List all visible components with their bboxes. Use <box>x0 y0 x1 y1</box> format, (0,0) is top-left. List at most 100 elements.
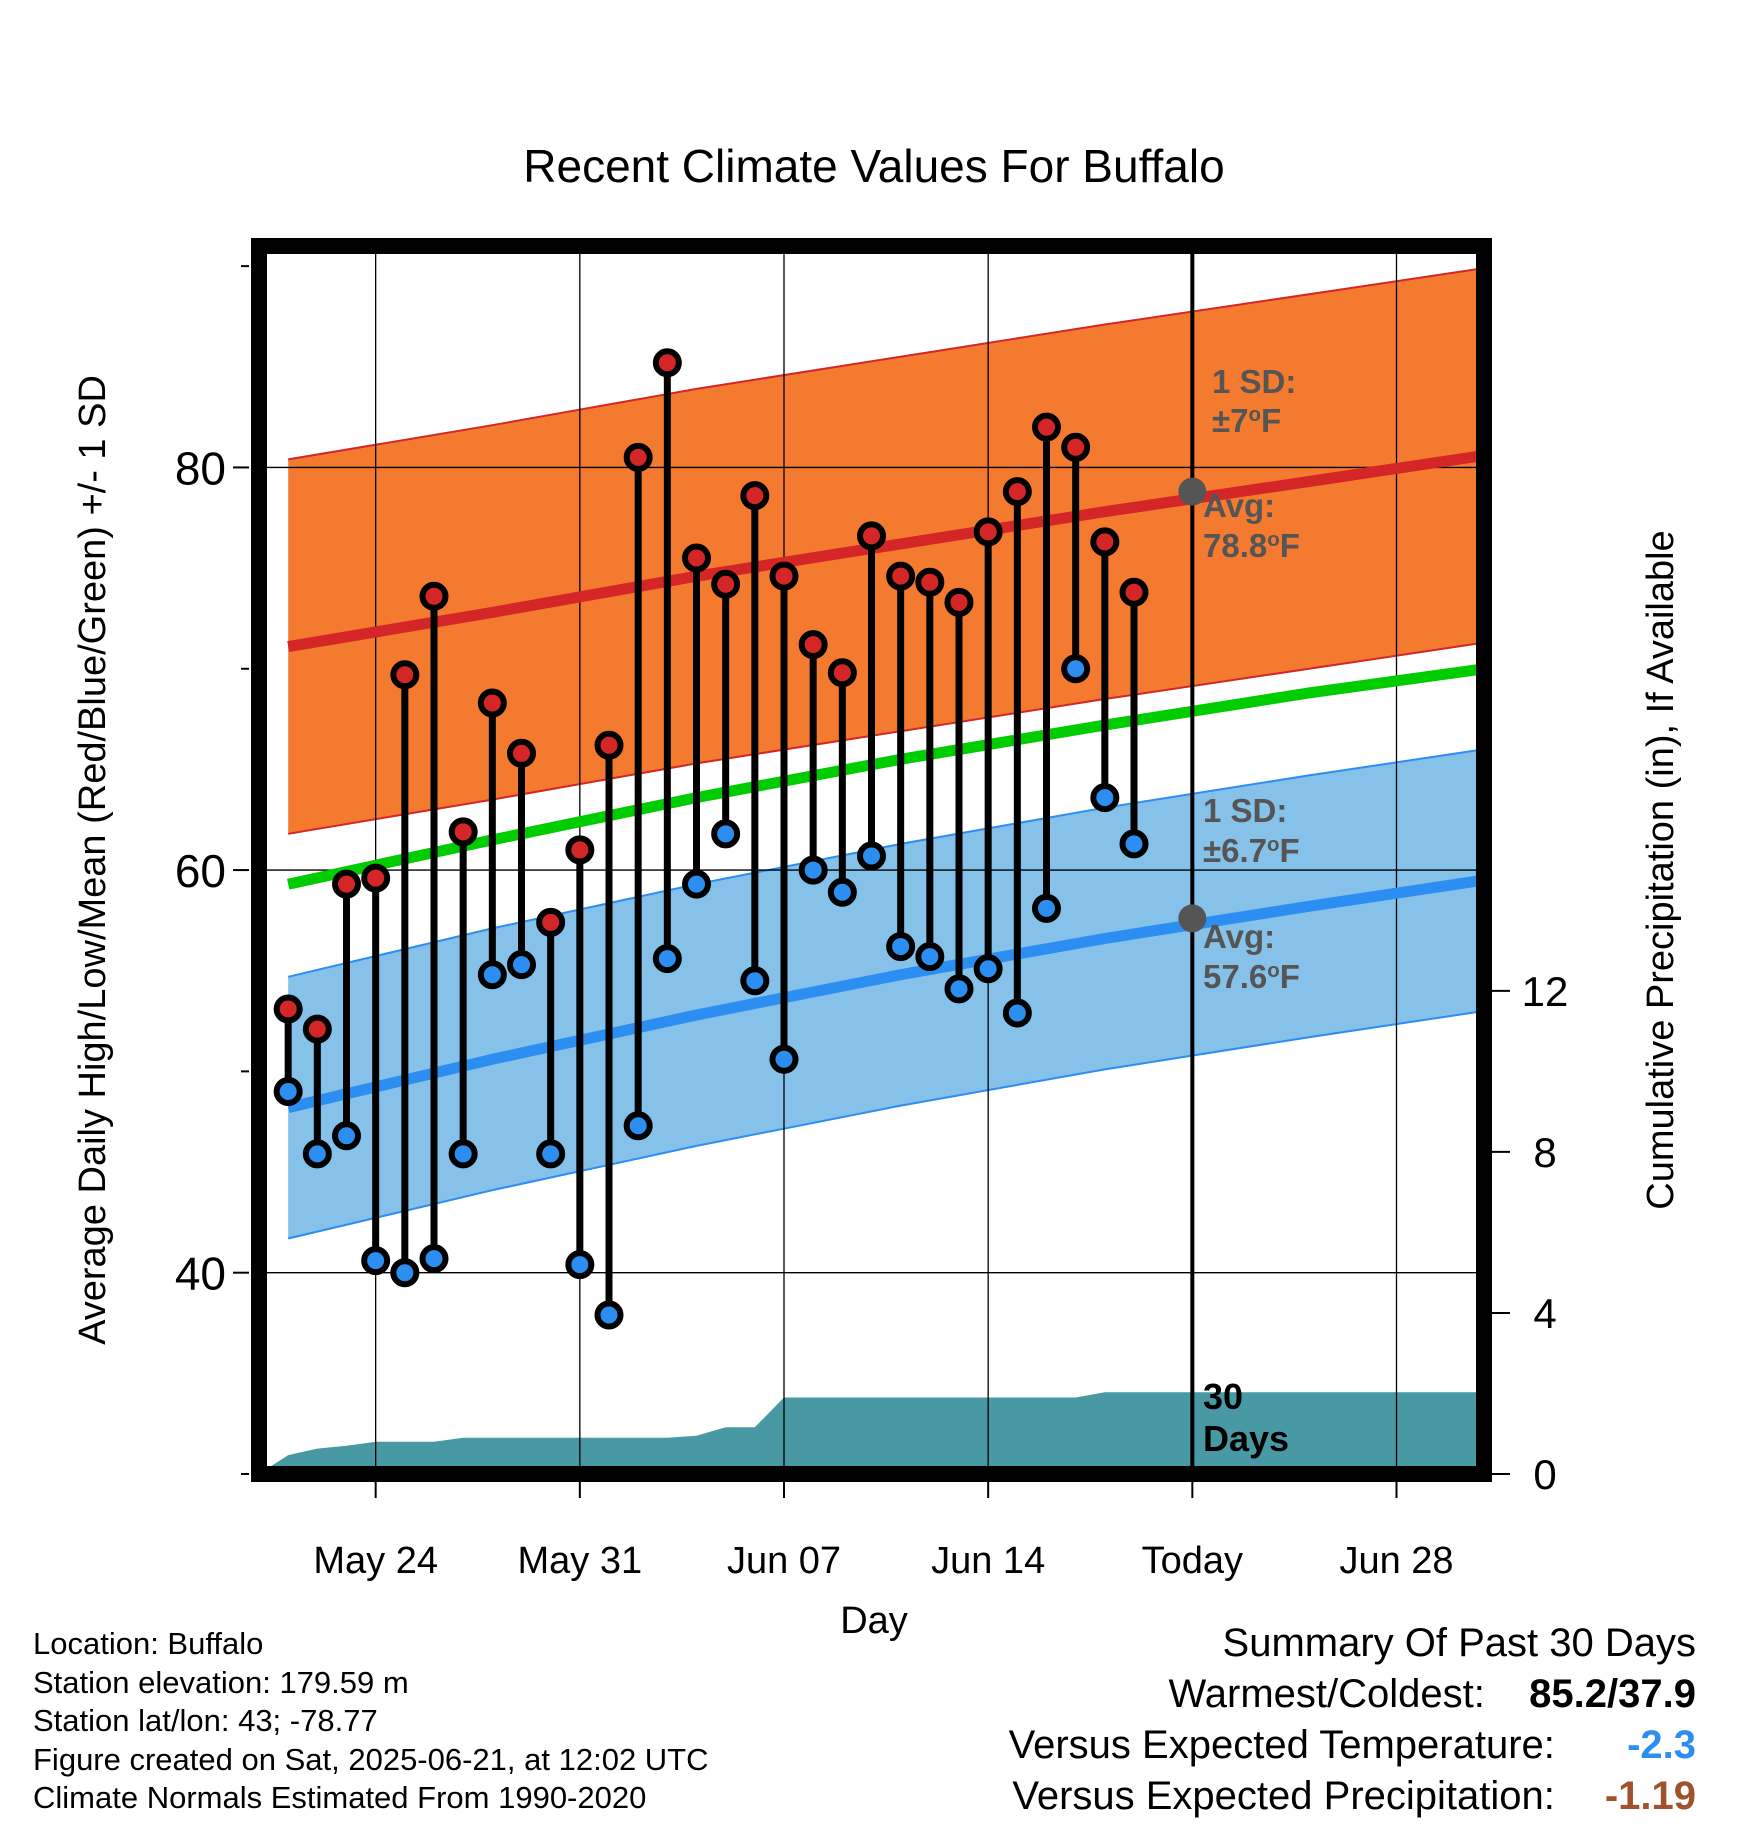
daily-low-marker <box>652 944 682 974</box>
x-tick-label: May 31 <box>518 1540 643 1582</box>
y-tick-label-left: 40 <box>175 1248 226 1300</box>
y-axis-label-left: Average Daily High/Low/Mean (Red/Blue/Gr… <box>72 375 114 1345</box>
daily-high-marker <box>827 658 857 688</box>
y-tick-label-right: 0 <box>1533 1451 1556 1498</box>
x-tick-label: Today <box>1142 1540 1243 1582</box>
daily-high-marker <box>477 688 507 718</box>
x-tick-label: Jun 07 <box>727 1540 841 1582</box>
low-sd-label: 1 SD: <box>1203 792 1287 829</box>
high-avg-value: 78.8oF <box>1203 527 1300 564</box>
low-avg-label: Avg: <box>1203 918 1275 955</box>
daily-high-marker <box>1090 527 1120 557</box>
daily-low-marker <box>361 1246 391 1276</box>
daily-high-marker <box>1032 412 1061 442</box>
precip-anomaly-value: -1.19 <box>1604 1774 1696 1818</box>
low-avg-line <box>286 874 1484 1113</box>
precip-area <box>259 1392 1484 1474</box>
daily-low-marker <box>915 942 945 972</box>
daily-low-marker <box>332 1121 361 1151</box>
daily-low-marker <box>594 1300 624 1330</box>
daily-low-marker <box>302 1139 332 1169</box>
daily-low-marker <box>682 869 711 899</box>
location-text: Location: Buffalo <box>33 1626 264 1661</box>
temp-anomaly-label: Versus Expected Temperature: <box>1008 1723 1555 1767</box>
daily-low-marker <box>390 1258 420 1288</box>
normals-text: Climate Normals Estimated From 1990-2020 <box>33 1780 647 1815</box>
summary-title: Summary Of Past 30 Days <box>1222 1621 1696 1665</box>
daily-low-marker <box>769 1044 799 1074</box>
daily-high-marker <box>652 348 682 378</box>
daily-high-marker <box>1119 577 1149 607</box>
y-axis-label-right: Cumulative Precipitation (in), If Availa… <box>1640 530 1682 1209</box>
high-avg-label: Avg: <box>1203 487 1275 524</box>
daily-low-marker <box>1061 654 1091 684</box>
plot-inner <box>259 246 1484 1474</box>
daily-high-marker <box>594 730 624 760</box>
daily-low-marker <box>1090 783 1120 813</box>
high-sd-label: 1 SD: <box>1212 363 1296 400</box>
daily-low-marker <box>1002 998 1032 1028</box>
daily-low-marker <box>944 974 974 1004</box>
y-tick-label-right: 8 <box>1533 1129 1556 1176</box>
warmest-value: 85.2/37.9 <box>1529 1672 1696 1716</box>
x-tick-label: May 24 <box>313 1540 438 1582</box>
high-band-upper-edge <box>288 267 1484 461</box>
daily-high-marker <box>565 835 595 865</box>
daily-high-marker <box>302 1014 332 1044</box>
daily-low-marker <box>623 1111 653 1141</box>
daily-high-marker <box>623 442 653 472</box>
daily-high-marker <box>857 521 886 551</box>
summary-precip-row: Versus Expected Precipitation: -1.19 <box>1009 1771 1696 1822</box>
days-label-line1: 30 <box>1203 1376 1243 1417</box>
low-band-lower-edge <box>287 1010 1484 1240</box>
daily-high-marker <box>390 660 420 690</box>
daily-high-marker <box>769 561 799 591</box>
y-tick-label-left: 60 <box>175 845 226 897</box>
daily-low-marker <box>740 966 770 996</box>
daily-low-marker <box>536 1139 566 1169</box>
daily-high-marker <box>536 907 566 937</box>
daily-high-marker <box>711 569 741 599</box>
x-tick-label: Jun 28 <box>1339 1540 1453 1582</box>
daily-low-marker <box>1032 893 1061 923</box>
daily-high-marker <box>332 869 361 899</box>
latlon-text: Station lat/lon: 43; -78.77 <box>33 1703 378 1738</box>
summary-temp-row: Versus Expected Temperature: -2.3 <box>1009 1720 1696 1771</box>
daily-high-marker <box>1002 477 1032 507</box>
daily-low-marker <box>886 932 916 962</box>
low-sd-value: ±6.7oF <box>1203 832 1300 869</box>
daily-high-marker <box>419 581 449 611</box>
days-label-line2: Days <box>1203 1418 1289 1459</box>
chart-title: Recent Climate Values For Buffalo <box>523 140 1224 192</box>
daily-low-marker <box>857 841 886 871</box>
daily-high-marker <box>886 561 916 591</box>
daily-low-marker <box>565 1250 595 1280</box>
daily-low-marker <box>419 1244 449 1274</box>
daily-high-marker <box>973 517 1003 547</box>
daily-high-marker <box>915 567 945 597</box>
daily-high-marker <box>361 863 391 893</box>
created-text: Figure created on Sat, 2025-06-21, at 12… <box>33 1741 709 1777</box>
y-tick-label-right: 4 <box>1533 1290 1556 1337</box>
high-avg-line <box>287 449 1484 653</box>
high-sd-value: ±7oF <box>1212 402 1281 439</box>
plot-frame <box>251 238 1492 1482</box>
daily-high-marker <box>448 817 478 847</box>
summary-warmest-row: Warmest/Coldest: 85.2/37.9 <box>1009 1669 1697 1720</box>
daily-high-marker <box>944 587 974 617</box>
daily-low-marker <box>273 1077 303 1107</box>
low-sd-band <box>288 749 1484 1239</box>
y-tick-label-right: 12 <box>1522 968 1569 1015</box>
daily-low-marker <box>448 1139 478 1169</box>
daily-low-marker <box>1119 829 1149 859</box>
warmest-label: Warmest/Coldest: <box>1168 1672 1485 1716</box>
today-low-avg-marker <box>1178 904 1207 933</box>
x-axis-label: Day <box>840 1600 908 1642</box>
daily-low-marker <box>507 950 536 980</box>
precip-anomaly-label: Versus Expected Precipitation: <box>1012 1774 1555 1818</box>
temp-anomaly-value: -2.3 <box>1627 1723 1696 1767</box>
daily-high-marker <box>682 543 711 573</box>
daily-low-marker <box>711 819 741 849</box>
